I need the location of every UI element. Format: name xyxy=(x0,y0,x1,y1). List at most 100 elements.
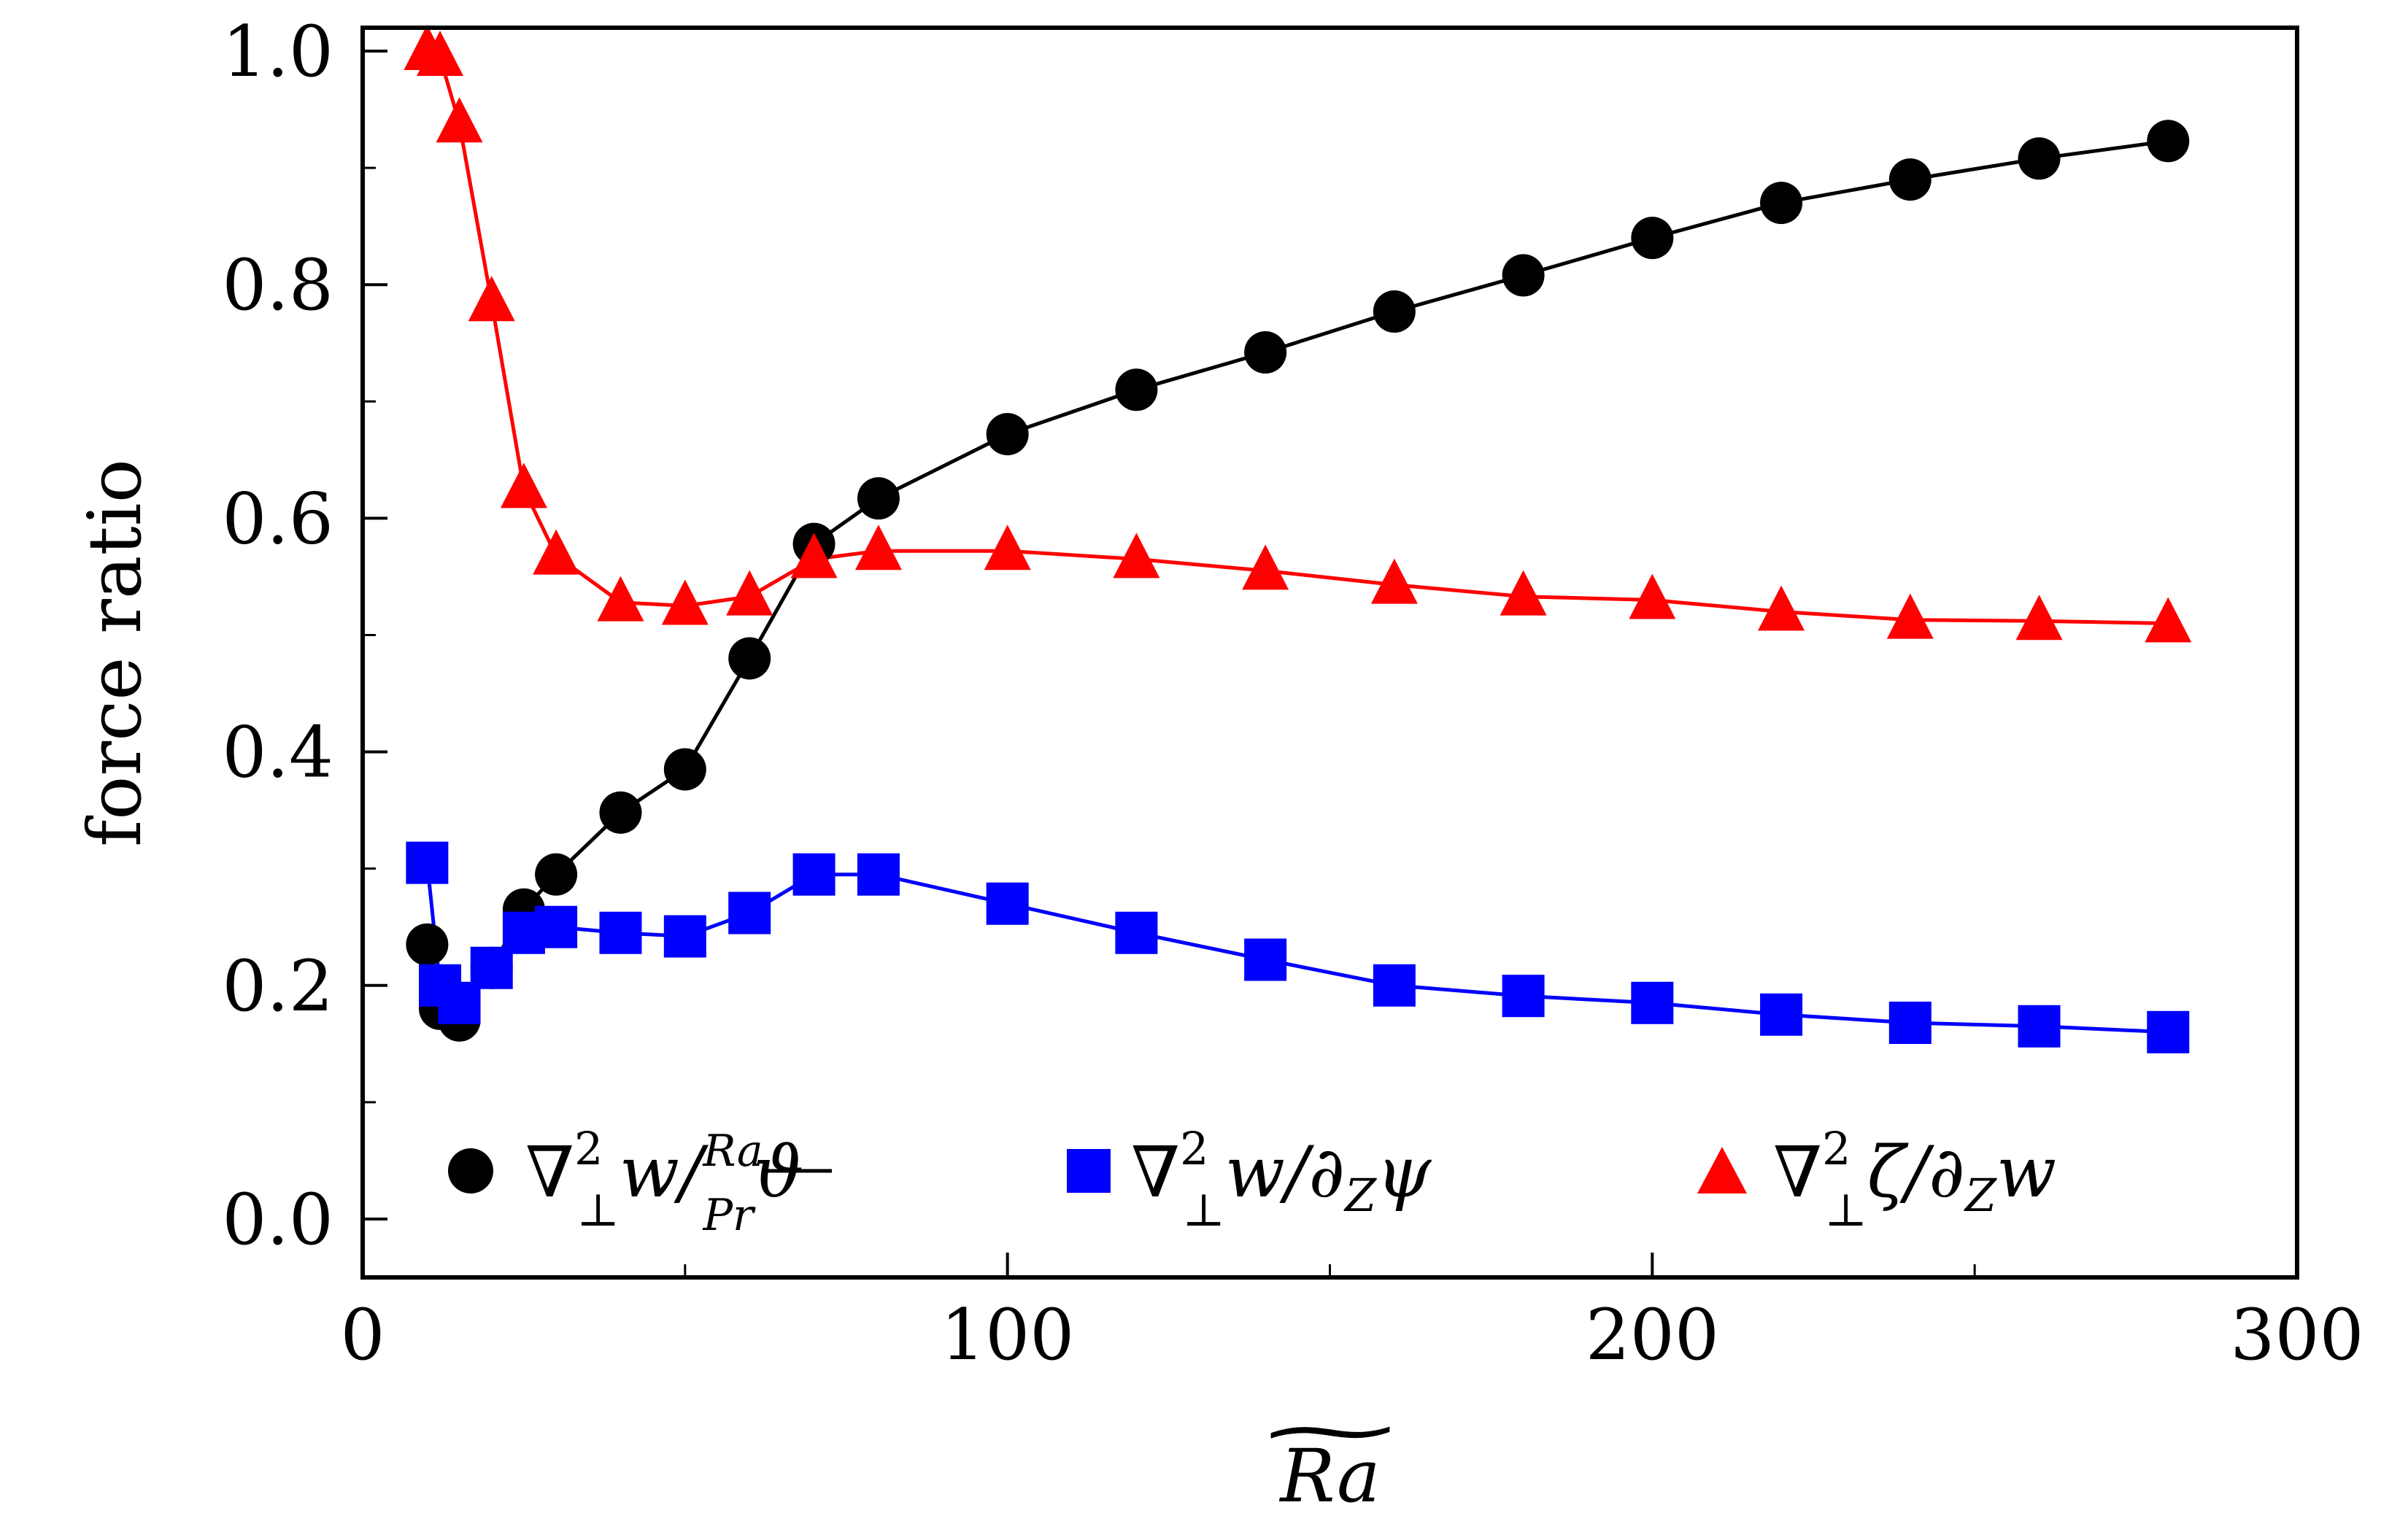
y-tick-label: 0.6 xyxy=(222,478,333,560)
data-point-circle xyxy=(1760,182,1803,225)
data-point-circle xyxy=(2147,120,2190,163)
data-point-square xyxy=(663,915,706,958)
data-point-triangle xyxy=(854,525,902,570)
data-point-triangle xyxy=(533,529,580,575)
legend-1-sup: 2 xyxy=(574,1122,603,1175)
legend-1-sub: ⊥ xyxy=(576,1183,619,1237)
legend-2-sub: ⊥ xyxy=(1182,1183,1224,1237)
y-axis-label: force ratio xyxy=(72,459,158,847)
legend-entry-blue: ∇2 ⊥w/∂Zψ xyxy=(1067,1122,1432,1237)
data-point-circle xyxy=(2018,137,2061,180)
legend-3-sup: 2 xyxy=(1822,1122,1851,1175)
x-tick-label: 0 xyxy=(340,1294,385,1376)
legend-1-a: w/ xyxy=(620,1131,709,1213)
data-point-square xyxy=(1760,993,1803,1036)
data-point-circle xyxy=(599,791,642,834)
y-tick-label: 0.4 xyxy=(222,712,333,794)
data-point-square xyxy=(1373,964,1416,1007)
legend-entry-red: ∇2 ⊥ζ/∂Zw xyxy=(1697,1122,2056,1237)
data-point-triangle xyxy=(1370,558,1418,604)
data-point-square xyxy=(599,911,642,954)
data-point-circle xyxy=(1244,331,1287,374)
data-point-circle xyxy=(1631,217,1674,260)
series-line-triangle xyxy=(426,49,2169,625)
data-point-triangle xyxy=(1629,573,1676,619)
data-point-triangle xyxy=(2145,597,2192,643)
data-point-circle xyxy=(728,637,771,680)
data-point-circle xyxy=(1373,290,1416,333)
data-point-triangle xyxy=(597,576,644,622)
legend-2-sup: 2 xyxy=(1180,1122,1208,1175)
axis-tick-labels: 0 100 200 300 0.0 0.2 0.4 0.6 0.8 1.0 xyxy=(222,11,2363,1376)
data-point-triangle xyxy=(984,525,1031,570)
data-point-triangle xyxy=(726,570,773,616)
data-point-circle xyxy=(1888,158,1932,201)
legend-marker-square xyxy=(1067,1149,1111,1193)
legend: ∇2 ⊥w/Ra Prϑ ∇2 ⊥w/∂Zψ ∇2 ⊥ζ/∂Zw xyxy=(448,1122,2056,1241)
data-point-circle xyxy=(1502,254,1545,297)
legend-3-op: ∇ xyxy=(1773,1131,1822,1213)
legend-label-3: ∇2 ⊥ζ/∂Zw xyxy=(1773,1122,2056,1237)
data-point-triangle xyxy=(1500,570,1547,616)
series-line-circle xyxy=(425,139,2169,1024)
legend-3-b: w xyxy=(1996,1131,2056,1213)
data-point-square xyxy=(406,841,449,884)
data-point-square xyxy=(1115,911,1158,954)
y-tick-label: 1.0 xyxy=(222,11,333,93)
data-point-triangle xyxy=(2015,595,2063,641)
legend-label-2: ∇2 ⊥w/∂Zψ xyxy=(1131,1122,1432,1237)
data-point-triangle xyxy=(661,579,709,625)
data-point-circle xyxy=(535,853,578,896)
legend-2-b: ψ xyxy=(1376,1131,1432,1213)
y-tick-label: 0.0 xyxy=(222,1179,333,1261)
legend-3-sub: ⊥ xyxy=(1824,1183,1867,1237)
data-point-square xyxy=(2018,1005,2061,1048)
data-point-circle xyxy=(406,923,449,966)
data-point-triangle xyxy=(468,276,515,322)
legend-1-op: ∇ xyxy=(525,1131,574,1213)
data-point-triangle xyxy=(1113,533,1160,579)
data-point-circle xyxy=(986,413,1029,456)
legend-marker-triangle xyxy=(1697,1147,1747,1194)
data-point-square xyxy=(1244,938,1287,981)
legend-marker-circle xyxy=(448,1148,493,1194)
axis-ticks xyxy=(361,50,2299,1277)
data-point-square xyxy=(1631,981,1674,1024)
legend-2-a: w/∂ xyxy=(1225,1131,1345,1213)
legend-label-1: ∇2 ⊥w/Ra Prϑ xyxy=(525,1122,803,1241)
data-point-square xyxy=(1888,1001,1932,1044)
data-point-square xyxy=(2147,1010,2190,1053)
data-point-circle xyxy=(1115,368,1158,411)
legend-3-a: ζ/∂ xyxy=(1867,1131,1965,1213)
data-point-square xyxy=(728,891,771,935)
x-axis-label-group: Ra ~ xyxy=(1251,1388,1410,1519)
data-point-square xyxy=(1502,975,1545,1018)
data-point-square xyxy=(792,853,836,896)
legend-entry-black: ∇2 ⊥w/Ra Prϑ xyxy=(448,1122,832,1241)
data-point-circle xyxy=(663,748,706,791)
data-point-triangle xyxy=(436,97,483,143)
x-tick-label: 200 xyxy=(1586,1294,1719,1376)
data-point-square xyxy=(857,853,900,896)
data-point-triangle xyxy=(1758,585,1805,631)
x-tick-label: 100 xyxy=(941,1294,1074,1376)
y-tick-label: 0.8 xyxy=(222,244,333,326)
data-point-circle xyxy=(857,477,900,520)
plot-frame xyxy=(360,26,2299,1280)
data-point-square xyxy=(535,905,578,948)
legend-2-zsub: Z xyxy=(1343,1169,1377,1222)
legend-1-den: Pr xyxy=(703,1190,756,1241)
data-point-triangle xyxy=(1242,544,1289,590)
legend-3-zsub: Z xyxy=(1964,1169,1997,1222)
data-point-square xyxy=(986,882,1029,925)
x-tick-label: 300 xyxy=(2230,1294,2363,1376)
legend-2-op: ∇ xyxy=(1131,1131,1180,1213)
data-point-triangle xyxy=(417,31,464,77)
series-markers xyxy=(404,25,2192,1053)
x-axis-label: Ra xyxy=(1278,1434,1380,1519)
legend-1-num: Ra xyxy=(702,1126,763,1177)
data-point-triangle xyxy=(500,463,547,508)
data-point-triangle xyxy=(1886,593,1934,639)
data-point-triangle xyxy=(790,533,838,579)
